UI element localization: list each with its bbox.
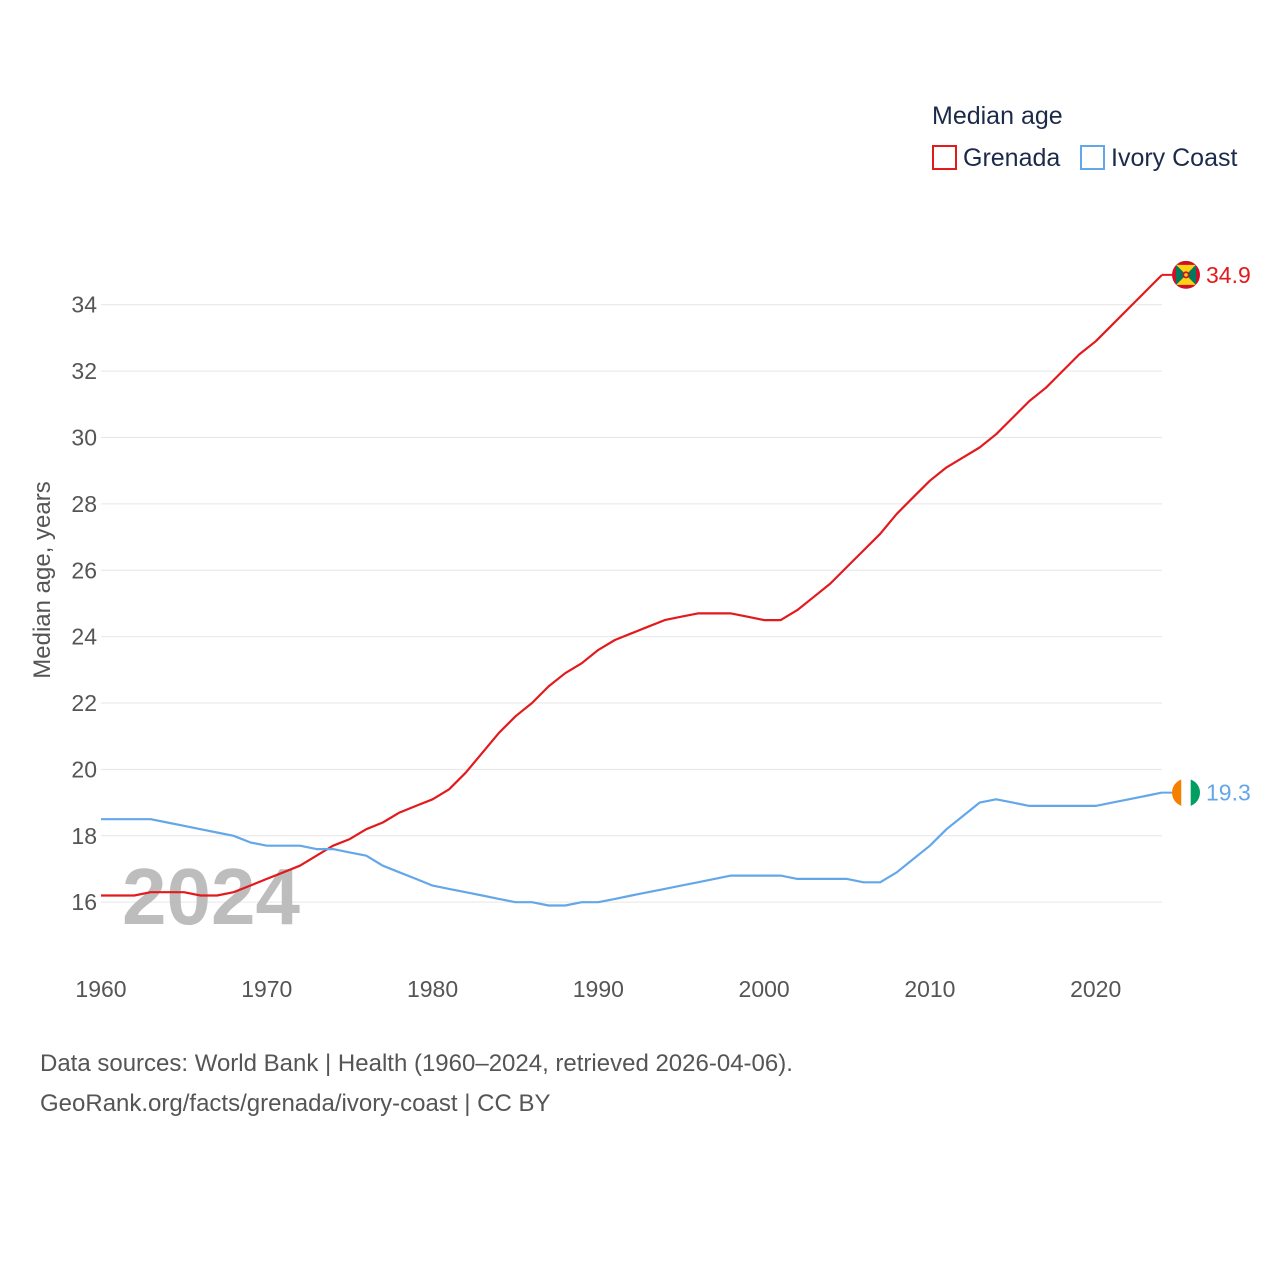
y-tick-label: 20	[71, 756, 97, 782]
legend-item-ivory-coast[interactable]: Ivory Coast	[1080, 144, 1237, 172]
x-tick-label: 1980	[407, 976, 458, 1002]
series-line-ivory-coast[interactable]	[101, 791, 1163, 907]
ivory-coast-end-value: 19.3	[1206, 780, 1251, 806]
grid-lines	[101, 304, 1162, 903]
series-line-grenada[interactable]	[101, 274, 1163, 897]
series-lines	[101, 273, 1172, 907]
legend-swatch-grenada	[932, 145, 957, 170]
y-tick-label: 24	[71, 624, 97, 650]
x-tick-label: 2020	[1070, 976, 1121, 1002]
y-tick-label: 18	[71, 823, 97, 849]
data-source-note: Data sources: World Bank | Health (1960–…	[40, 1044, 793, 1124]
y-axis-label: Median age, years	[29, 481, 56, 678]
ivory-coast-flag-icon	[1172, 778, 1200, 807]
y-tick-label: 22	[71, 690, 97, 716]
x-tick-label: 2010	[904, 976, 955, 1002]
source-line-2[interactable]: GeoRank.org/facts/grenada/ivory-coast | …	[40, 1090, 551, 1117]
legend-title: Median age	[932, 102, 1063, 130]
x-axis-ticks: 1960 1970 1980 1990 2000 2010 2020	[75, 976, 1121, 1002]
x-tick-label: 1990	[573, 976, 624, 1002]
grenada-flag-icon	[1172, 260, 1200, 289]
legend-label-ivory-coast: Ivory Coast	[1111, 144, 1237, 172]
x-tick-label: 2000	[739, 976, 790, 1002]
x-tick-label: 1970	[241, 976, 292, 1002]
median-age-chart: 16 18 20 22 24 26 28 30 32 34 1960 1970 1980 1990 200…	[29, 102, 1251, 1002]
y-tick-label: 32	[71, 358, 97, 384]
y-tick-label: 30	[71, 425, 97, 451]
x-tick-label: 1960	[75, 976, 126, 1002]
legend-label-grenada: Grenada	[963, 144, 1060, 172]
y-tick-label: 28	[71, 491, 97, 517]
legend-item-grenada[interactable]: Grenada	[932, 144, 1060, 172]
y-tick-label: 34	[71, 292, 97, 318]
legend-swatch-ivory-coast	[1080, 145, 1105, 170]
legend: Median age Grenada Ivory Coast	[932, 102, 1237, 172]
source-line-1: Data sources: World Bank | Health (1960–…	[40, 1050, 793, 1077]
y-tick-label: 16	[71, 889, 97, 915]
y-tick-label: 26	[71, 557, 97, 583]
grenada-end-value: 34.9	[1206, 262, 1251, 288]
y-axis-ticks: 16 18 20 22 24 26 28 30 32 34	[71, 292, 97, 915]
